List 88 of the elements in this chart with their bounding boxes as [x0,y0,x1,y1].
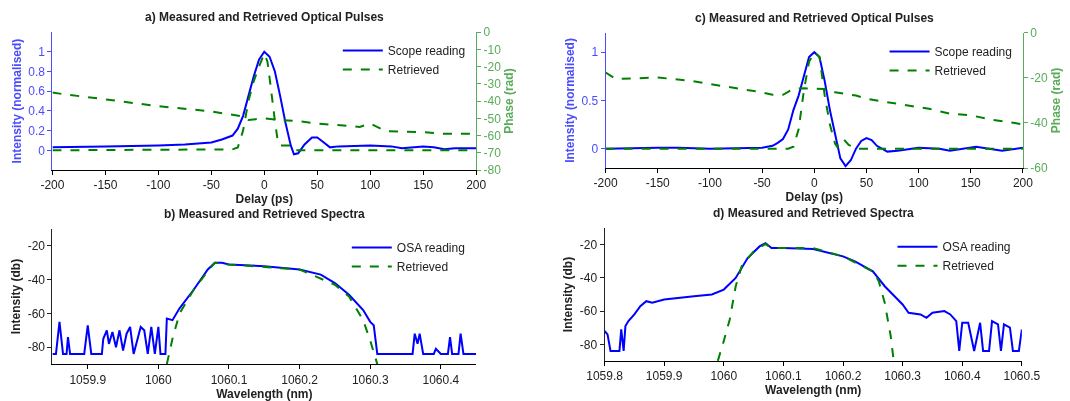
x-tick-label: 1059.8 [586,369,624,384]
line-series [716,242,895,361]
y2-tick-label: -10 [483,42,502,57]
legend-label: Retrieved [942,259,994,274]
y-tick-label: 0 [591,141,599,156]
y-tick-label: -40 [579,271,598,286]
y-tick-label: 0.6 [28,84,46,99]
x-tick-label: -200 [593,176,618,191]
y-tick-label: 0.4 [28,104,46,119]
x-tick-label: 1060.3 [351,372,389,387]
x-tick-label: 50 [310,178,325,193]
y-tick-label: 0.8 [28,64,46,79]
x-axis-title: Delay (ps) [235,192,293,207]
legend-label: Scope reading [934,45,1012,60]
x-tick-label: 1060.5 [1003,369,1041,384]
x-tick-label: -50 [202,178,221,193]
y-tick-label: -20 [579,237,598,252]
y2-tick-label: -80 [483,163,502,178]
x-tick-label: 100 [360,178,381,193]
y-tick-label: -80 [27,340,46,355]
chart-title: d) Measured and Retrieved Spectra [713,206,915,220]
x-tick-label: 1060.2 [824,369,862,384]
y2-tick-label: -70 [483,145,502,160]
y2-tick-label: -20 [483,59,502,74]
legend-label: Retrieved [396,260,449,275]
line-series [604,242,1022,352]
x-tick-label: 1060.4 [422,372,460,387]
x-tick-label: 1059.9 [645,369,683,384]
x-tick-label: 1060 [145,372,173,387]
y-tick-label: 1 [38,44,46,59]
x-tick-label: -100 [146,178,171,193]
y-axis-title: Intensity (db) [561,256,576,333]
y2-axis-title: Phase (rad) [502,68,517,134]
y-axis-title: Intensity (normalised) [562,38,577,163]
y2-tick-label: -40 [1030,116,1048,131]
legend-label: Retrieved [934,64,986,79]
legend-label: OSA reading [396,241,465,256]
y2-tick-label: -30 [483,77,502,92]
x-tick-label: 200 [466,178,487,193]
y-tick-label: 1 [591,45,599,60]
x-axis-title: Wavelength (nm) [765,383,862,398]
y2-axis-title: Phase (rad) [1048,67,1063,134]
y-tick-label: -80 [579,337,598,352]
x-tick-label: 1060.1 [765,369,803,384]
x-tick-label: -100 [697,176,723,191]
x-tick-label: 50 [859,176,874,191]
y2-tick-label: -20 [1030,71,1048,86]
x-tick-label: 0 [260,178,268,193]
x-tick-label: 1060.2 [281,372,319,387]
y2-tick-label: -40 [483,94,502,109]
y-axis-title: Intensity (db) [8,258,23,335]
chart-title: a) Measured and Retrieved Optical Pulses [145,10,385,24]
x-tick-label: 200 [1012,176,1034,191]
x-tick-label: -200 [40,178,65,193]
chart-title: c) Measured and Retrieved Optical Pulses [695,11,935,25]
x-tick-label: 1060.3 [884,369,922,384]
legend-label: Scope reading [387,44,466,59]
x-tick-label: 1060.1 [210,372,248,387]
y2-tick-label: -60 [1030,161,1048,176]
x-tick-label: 150 [413,178,434,193]
y-tick-label: -20 [27,239,46,254]
chart-title: b) Measured and Retrieved Spectra [164,207,366,221]
y2-tick-label: 0 [1030,26,1038,41]
y2-tick-label: 0 [483,25,491,40]
x-tick-label: -150 [645,176,671,191]
x-axis-title: Wavelength (nm) [216,386,313,401]
line-series [52,261,477,355]
y-tick-label: 0.2 [28,123,46,138]
y-axis-title: Intensity (normalised) [9,38,24,164]
x-tick-label: -50 [753,176,772,191]
x-tick-label: 0 [810,176,818,191]
legend-label: OSA reading [942,240,1011,255]
x-tick-label: 100 [908,176,929,191]
y2-tick-label: -50 [483,111,502,126]
x-tick-label: 1060 [710,369,738,384]
y-tick-label: 0.5 [581,93,599,108]
x-tick-label: -150 [93,178,118,193]
y-tick-label: 0 [38,143,46,158]
x-axis-title: Delay (ps) [785,190,843,205]
y-tick-label: -40 [27,272,46,287]
x-tick-label: 1060.4 [943,369,981,384]
line-series [165,261,379,365]
x-tick-label: 150 [960,176,982,191]
y-tick-label: -60 [27,306,46,321]
x-tick-label: 1059.9 [69,372,107,387]
y-tick-label: -60 [579,304,598,319]
legend-label: Retrieved [387,63,440,78]
y2-tick-label: -60 [483,128,502,143]
